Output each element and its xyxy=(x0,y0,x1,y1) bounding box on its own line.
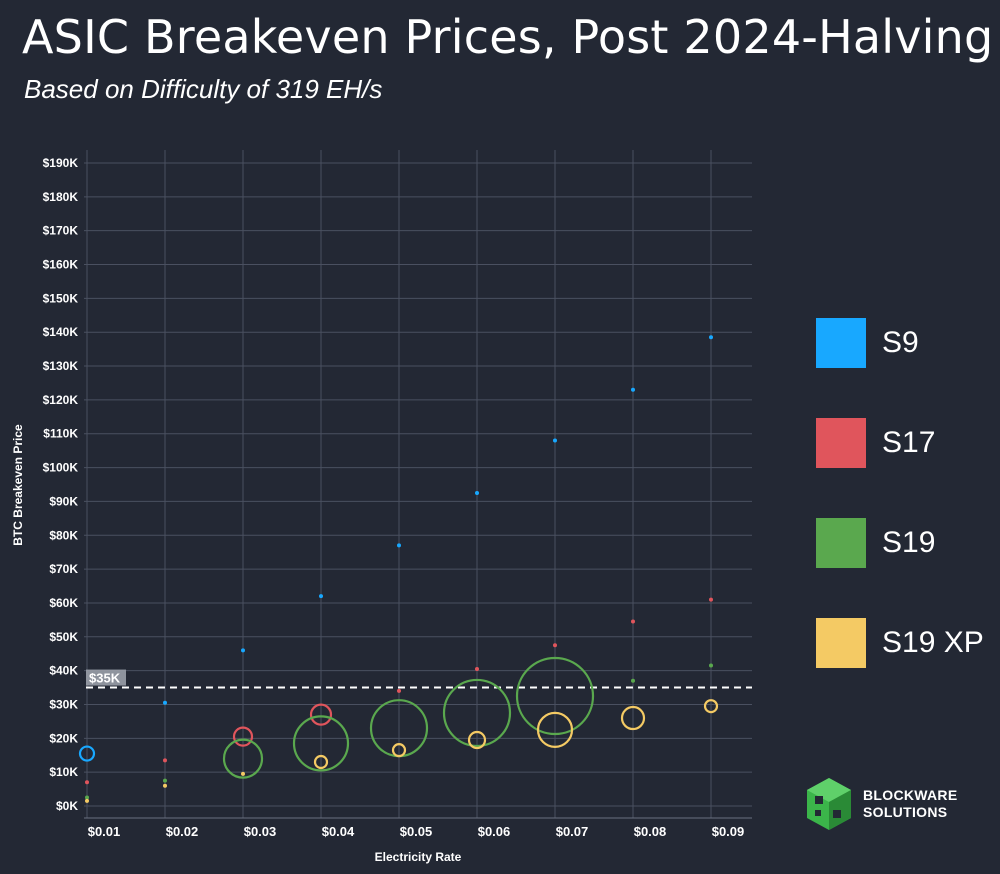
point-s19-xp xyxy=(163,783,167,788)
x-tick-label: $0.01 xyxy=(88,824,121,839)
y-tick-label: $50K xyxy=(49,630,78,644)
y-tick-label: $100K xyxy=(43,461,79,475)
y-tick-label: $90K xyxy=(49,494,78,508)
y-tick-label: $10K xyxy=(49,765,78,779)
point-s17 xyxy=(163,758,167,763)
point-s9 xyxy=(78,745,96,762)
point-s19 xyxy=(631,678,635,683)
legend-item-s17: S17 xyxy=(816,418,984,468)
point-s17 xyxy=(309,703,333,726)
point-s17 xyxy=(631,619,635,624)
grid xyxy=(84,150,752,819)
point-s9 xyxy=(709,335,713,340)
legend: S9 S17 S19 S19 XP xyxy=(816,318,984,718)
x-tick-label: $0.03 xyxy=(244,824,277,839)
point-s9 xyxy=(553,438,557,443)
x-tick-label: $0.09 xyxy=(712,824,745,839)
x-tick-labels: $0.01 $0.02 $0.03 $0.04 $0.05 $0.06 $0.07 $0.08… xyxy=(88,824,745,839)
logo-line1: BLOCKWARE xyxy=(863,787,958,803)
point-s9 xyxy=(163,700,167,705)
point-s17 xyxy=(397,688,401,693)
point-s19 xyxy=(292,715,350,772)
x-tick-label: $0.08 xyxy=(634,824,667,839)
blockware-logo: BLOCKWARE SOLUTIONS xyxy=(803,776,957,832)
y-tick-label: $110K xyxy=(43,427,78,441)
legend-swatch-s17 xyxy=(816,418,866,468)
legend-item-s19: S19 xyxy=(816,518,984,568)
logo-line2: SOLUTIONS xyxy=(863,804,948,820)
point-s19-xp xyxy=(703,699,719,714)
point-s17 xyxy=(475,666,479,671)
legend-item-s19xp: S19 XP xyxy=(816,618,984,668)
point-s19-xp xyxy=(467,730,487,750)
y-tick-label: $140K xyxy=(43,325,79,339)
y-axis-label: BTC Breakeven Price xyxy=(11,424,25,546)
x-tick-label: $0.02 xyxy=(166,824,199,839)
logo-text: BLOCKWARE SOLUTIONS xyxy=(863,787,957,821)
point-s9 xyxy=(241,648,245,653)
y-tick-label: $130K xyxy=(43,359,79,373)
y-tick-labels: $0K $10K $20K $30K $40K $50K $60K $70K $80K $90K $… xyxy=(43,156,79,813)
y-tick-label: $160K xyxy=(43,258,79,272)
y-tick-label: $20K xyxy=(49,731,78,745)
point-s17 xyxy=(709,597,713,602)
point-s19-xp xyxy=(536,711,574,748)
point-s19-xp xyxy=(241,771,245,776)
point-s19 xyxy=(515,656,595,736)
point-s19-xp xyxy=(620,705,646,731)
reference-label: $35K xyxy=(89,671,121,686)
legend-item-s9: S9 xyxy=(816,318,984,368)
x-tick-label: $0.04 xyxy=(322,824,355,839)
chart-title: ASIC Breakeven Prices, Post 2024-Halving xyxy=(22,10,994,64)
x-axis-label: Electricity Rate xyxy=(375,850,462,864)
y-tick-label: $150K xyxy=(43,291,79,305)
point-s19-xp xyxy=(313,754,329,770)
legend-label-s9: S9 xyxy=(882,326,919,359)
y-tick-label: $180K xyxy=(43,190,79,204)
blockware-cube-icon xyxy=(807,778,851,830)
point-s17 xyxy=(232,726,254,747)
point-s17 xyxy=(553,643,557,648)
legend-label-s19xp: S19 XP xyxy=(882,626,984,659)
y-tick-label: $60K xyxy=(49,596,78,610)
point-s19-xp xyxy=(85,798,89,803)
point-s9 xyxy=(631,387,635,392)
y-tick-label: $40K xyxy=(49,664,78,678)
y-tick-label: $80K xyxy=(49,528,78,542)
y-tick-label: $70K xyxy=(49,562,78,576)
legend-swatch-s19 xyxy=(816,518,866,568)
point-s17 xyxy=(85,780,89,785)
reference-label-bg xyxy=(86,669,126,686)
point-s19-xp xyxy=(391,743,407,758)
y-tick-label: $120K xyxy=(43,393,79,407)
x-tick-label: $0.06 xyxy=(478,824,511,839)
point-s19 xyxy=(163,778,167,783)
legend-label-s17: S17 xyxy=(882,426,936,459)
scatter-chart: $0K $10K $20K $30K $40K $50K $60K $70K $80K $90K $… xyxy=(11,150,752,864)
point-s19 xyxy=(222,738,264,779)
y-tick-label: $170K xyxy=(43,224,79,238)
y-tick-label: $30K xyxy=(49,697,78,711)
point-s9 xyxy=(397,543,401,548)
x-tick-label: $0.05 xyxy=(400,824,433,839)
point-s19 xyxy=(85,795,89,800)
point-s9 xyxy=(475,490,479,495)
point-s9 xyxy=(319,594,323,599)
y-tick-label: $0K xyxy=(56,799,78,813)
point-s19 xyxy=(709,663,713,668)
point-s19 xyxy=(442,678,512,748)
legend-swatch-s9 xyxy=(816,318,866,368)
chart-subtitle: Based on Difficulty of 319 EH/s xyxy=(24,74,383,104)
reference-line: $35K xyxy=(86,669,752,689)
legend-label-s19: S19 xyxy=(882,526,936,559)
data-points xyxy=(78,335,719,803)
legend-swatch-s19xp xyxy=(816,618,866,668)
x-tick-label: $0.07 xyxy=(556,824,589,839)
y-tick-label: $190K xyxy=(43,156,79,170)
